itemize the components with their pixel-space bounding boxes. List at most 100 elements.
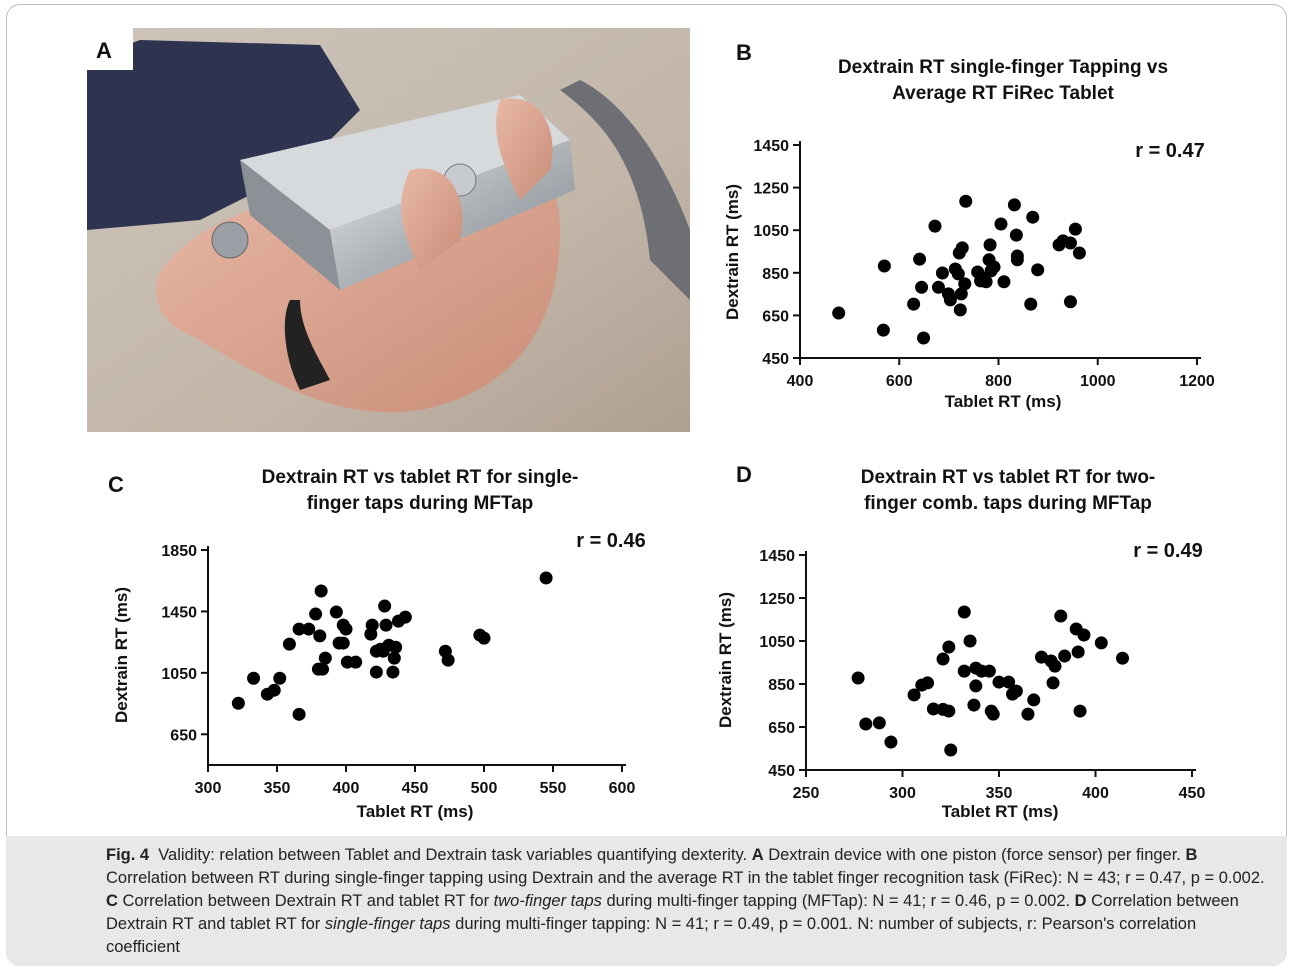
data-point <box>951 267 965 281</box>
annotation: r = 0.47 <box>1135 140 1205 162</box>
x-tick-label: 300 <box>889 785 916 802</box>
data-point <box>1072 246 1086 260</box>
data-point <box>314 584 328 598</box>
chart-title: finger taps during MFTap <box>307 493 534 514</box>
caption-text: two-finger taps <box>493 892 602 910</box>
data-point <box>318 651 332 665</box>
data-point <box>247 671 261 685</box>
x-tick-label: 250 <box>793 785 820 802</box>
data-point <box>986 707 1000 721</box>
x-tick-label: 600 <box>609 780 636 797</box>
data-point <box>944 743 958 757</box>
x-tick-label: 450 <box>1179 785 1206 802</box>
y-axis-label: Dextrain RT (ms) <box>723 184 742 320</box>
data-point <box>1010 253 1024 267</box>
data-point <box>309 607 323 621</box>
x-axis-label: Tablet RT (ms) <box>942 802 1059 821</box>
x-tick-label: 350 <box>264 780 291 797</box>
caption-text: Validity: relation between Tablet and De… <box>149 846 752 864</box>
data-point <box>936 652 950 666</box>
data-point <box>907 297 921 311</box>
data-point <box>369 665 383 679</box>
data-point <box>1068 222 1082 236</box>
data-point <box>921 676 935 690</box>
data-point <box>292 707 306 721</box>
data-point <box>316 662 330 676</box>
annotation: r = 0.46 <box>576 530 646 552</box>
y-tick-label: 1450 <box>161 604 197 621</box>
data-point <box>1021 707 1035 721</box>
data-point <box>967 698 981 712</box>
data-point <box>958 277 972 291</box>
x-tick-label: 450 <box>402 780 429 797</box>
data-point <box>957 605 971 619</box>
chart-title: finger comb. taps during MFTap <box>864 493 1152 514</box>
data-point <box>282 637 296 651</box>
panel-label: D <box>736 462 752 487</box>
x-tick-label: 350 <box>986 785 1013 802</box>
data-point <box>267 683 281 697</box>
data-point <box>273 671 287 685</box>
panel-label: B <box>736 40 752 65</box>
data-point <box>913 252 927 266</box>
data-point <box>329 605 343 619</box>
data-point <box>872 716 886 730</box>
chart-title: Dextrain RT vs tablet RT for single- <box>262 467 579 488</box>
x-axis-label: Tablet RT (ms) <box>357 802 474 821</box>
data-point <box>859 717 873 731</box>
x-tick-label: 600 <box>886 373 913 390</box>
figure: A B Dextrain RT single-finger Tapping vs A… <box>87 28 1215 821</box>
caption-text: Fig. 4 <box>106 846 150 864</box>
data-point <box>877 259 891 273</box>
data-point <box>1046 676 1060 690</box>
caption-text: D <box>1074 892 1087 910</box>
data-point <box>1048 659 1062 673</box>
x-tick-label: 400 <box>1082 785 1109 802</box>
caption-text: Correlation between RT during single-fin… <box>106 846 1270 887</box>
data-point <box>1058 649 1072 663</box>
data-point <box>1116 651 1130 665</box>
data-point <box>926 702 940 716</box>
data-point <box>876 323 890 337</box>
y-axis-label: Dextrain RT (ms) <box>112 587 131 723</box>
data-point <box>832 306 846 320</box>
data-point <box>292 622 306 636</box>
data-point <box>1027 693 1041 707</box>
caption-text: Correlation between Dextrain RT and tabl… <box>117 892 494 910</box>
data-point <box>1009 228 1023 242</box>
data-point <box>339 622 353 636</box>
data-point <box>349 655 363 669</box>
data-point <box>979 275 993 289</box>
chart-title: Average RT FiRec Tablet <box>892 83 1114 104</box>
x-tick-label: 1000 <box>1080 373 1116 390</box>
data-point <box>994 217 1008 231</box>
data-point <box>1024 297 1038 311</box>
x-tick-label: 300 <box>195 780 222 797</box>
caption-text: A <box>751 846 764 864</box>
chart-title: Dextrain RT vs tablet RT for two- <box>861 467 1156 488</box>
caption-text: Dextrain device with one piston (force s… <box>763 846 1186 864</box>
data-point <box>387 651 401 665</box>
y-tick-label: 650 <box>768 720 795 737</box>
data-point <box>231 696 245 710</box>
data-point <box>987 260 1001 274</box>
data-point <box>539 571 553 585</box>
y-tick-label: 650 <box>762 308 789 325</box>
y-tick-label: 450 <box>768 763 795 780</box>
data-point <box>959 194 973 208</box>
caption-text: during multi-finger tapping (MFTap): N =… <box>601 892 1075 910</box>
x-axis-label: Tablet RT (ms) <box>945 392 1062 411</box>
data-point <box>982 664 996 678</box>
caption-text: C <box>106 892 118 910</box>
data-point <box>931 280 945 294</box>
x-tick-label: 500 <box>471 780 498 797</box>
data-point <box>983 238 997 252</box>
y-tick-label: 850 <box>762 266 789 283</box>
data-point <box>935 266 949 280</box>
data-point <box>398 610 412 624</box>
data-point <box>379 618 393 632</box>
caption-text: Correlation between Dextrain RT and tabl… <box>106 892 1244 933</box>
x-tick-label: 800 <box>985 373 1012 390</box>
data-point <box>386 665 400 679</box>
